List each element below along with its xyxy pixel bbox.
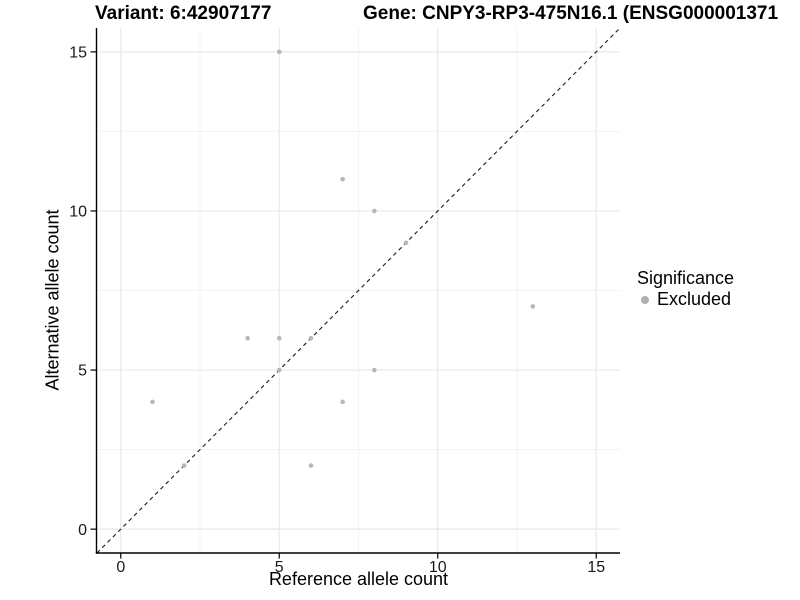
data-point bbox=[276, 49, 282, 55]
y-tick-label: 10 bbox=[69, 204, 87, 221]
x-tick-label: 0 bbox=[116, 559, 125, 576]
x-tick-label: 10 bbox=[429, 559, 447, 576]
data-point bbox=[308, 463, 314, 468]
data-point bbox=[181, 463, 187, 468]
variant-title: Variant: 6:42907177 bbox=[95, 3, 272, 24]
data-point bbox=[150, 399, 155, 405]
excluded-point-icon bbox=[641, 295, 649, 304]
x-axis-title: Reference allele count bbox=[268, 569, 449, 589]
gene-title: Gene: CNPY3-RP3-475N16.1 (ENSG000001371 bbox=[363, 3, 779, 24]
data-point bbox=[276, 367, 282, 373]
data-point bbox=[372, 367, 377, 373]
data-point bbox=[403, 240, 409, 246]
data-point bbox=[530, 304, 536, 309]
legend-title: Significance bbox=[637, 268, 735, 288]
x-tick-label: 5 bbox=[275, 559, 284, 576]
y-tick-label: 5 bbox=[78, 363, 87, 380]
y-tick-label: 0 bbox=[78, 522, 87, 539]
legend: Significance Excluded bbox=[637, 268, 734, 310]
x-tick-label: 15 bbox=[587, 559, 605, 576]
data-point bbox=[276, 335, 282, 341]
y-tick-label: 15 bbox=[69, 45, 87, 62]
data-point bbox=[340, 399, 345, 405]
data-point bbox=[372, 208, 377, 214]
data-point bbox=[308, 335, 314, 341]
legend-item-label: Excluded bbox=[657, 289, 732, 309]
data-point bbox=[245, 335, 250, 341]
legend-item-excluded: Excluded bbox=[637, 289, 734, 310]
data-point bbox=[340, 176, 345, 182]
